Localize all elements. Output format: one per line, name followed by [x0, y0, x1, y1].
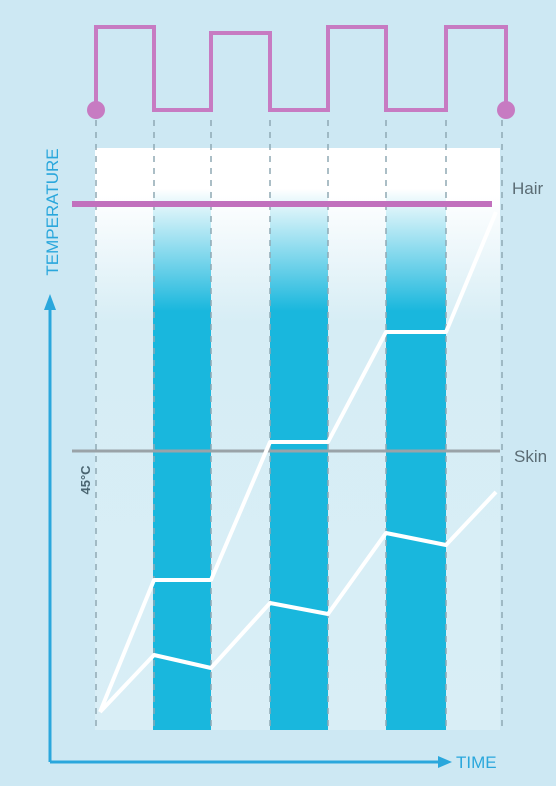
axes	[44, 294, 452, 768]
skin-label: Skin	[514, 447, 547, 466]
pulse-train-wave	[94, 25, 508, 112]
dashed-guides	[95, 120, 503, 732]
pulse-start-dot	[87, 101, 105, 119]
skin-threshold-label: 45°C	[78, 465, 93, 495]
pulse-column-1	[153, 148, 211, 730]
pulse-column-3	[386, 148, 446, 730]
y-axis-label: TEMPERATURE	[43, 148, 62, 275]
hair-label: Hair	[512, 179, 544, 198]
skin-temperature-curve	[98, 490, 498, 714]
hair-temperature-curve	[98, 211, 498, 713]
pulse-end-dot	[497, 101, 515, 119]
pulse-column-2	[270, 148, 328, 730]
x-axis-label: TIME	[456, 753, 497, 772]
y-axis-arrow	[44, 294, 56, 310]
pulse-columns	[153, 148, 446, 730]
x-axis-arrow	[438, 756, 452, 768]
